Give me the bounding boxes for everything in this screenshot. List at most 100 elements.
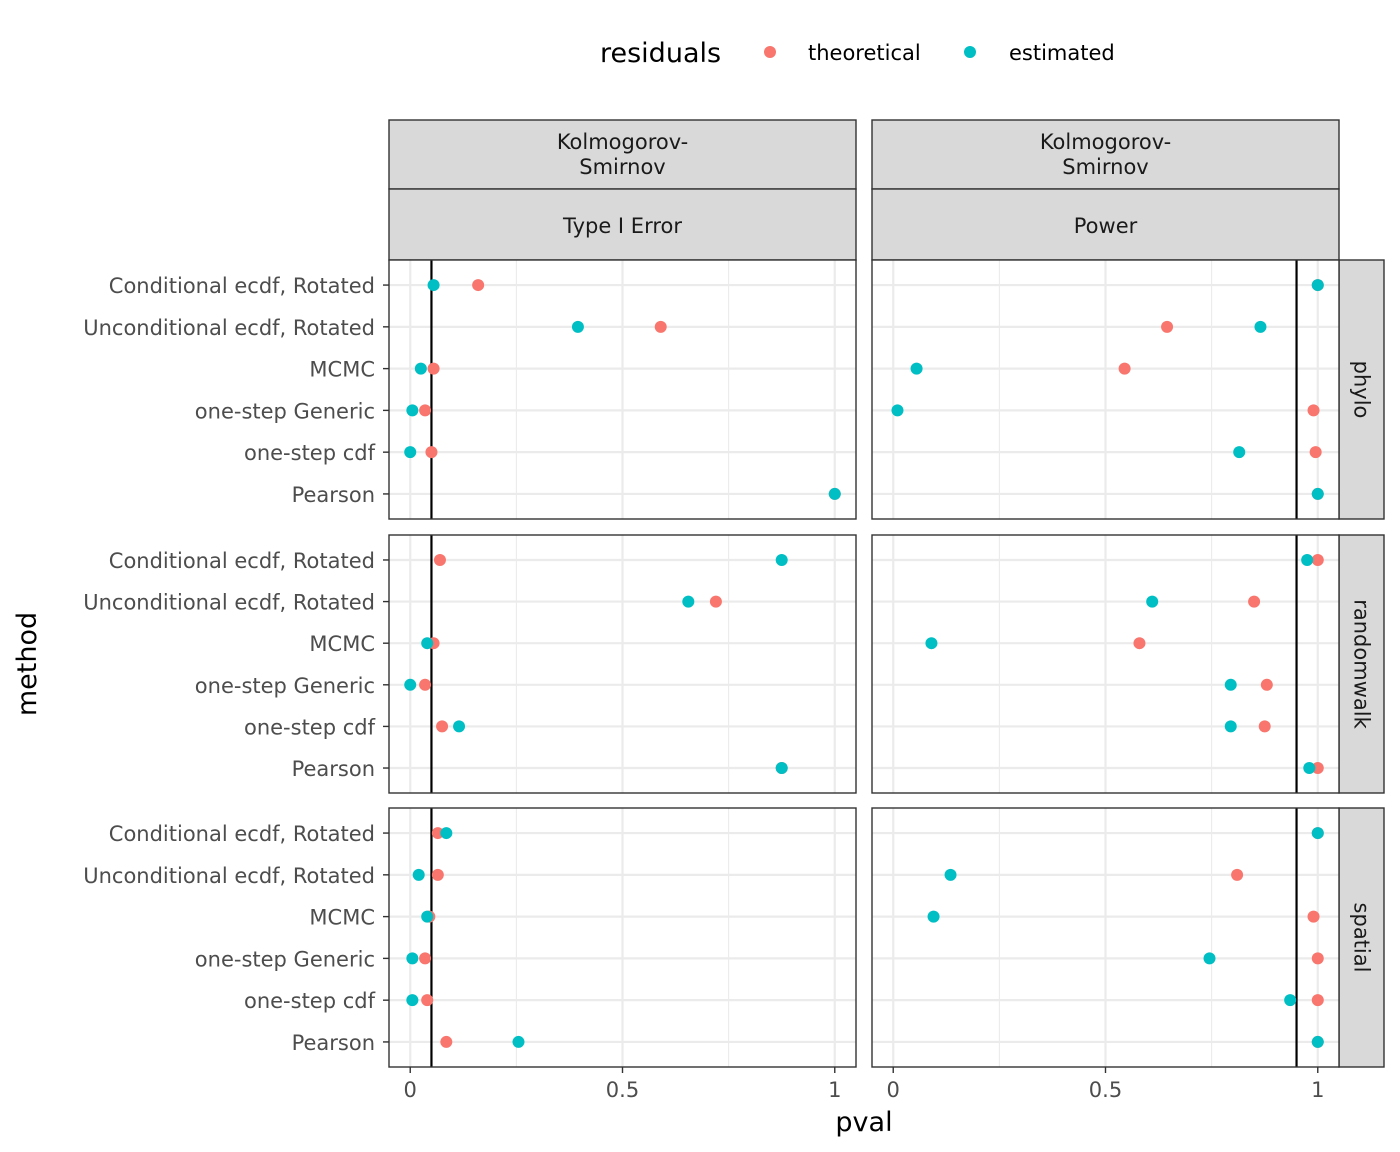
panel-spatial-0 [388, 807, 857, 1068]
point-theoretical [421, 994, 434, 1007]
strip-measure-1 [871, 188, 1340, 261]
x-tick-label: 1 [828, 1078, 841, 1102]
x-axis-title: pval [835, 1107, 892, 1138]
strip-top-label-0-1: Smirnov [579, 155, 665, 179]
y-tick-label: Unconditional ecdf, Rotated [83, 316, 375, 340]
point-theoretical [1311, 994, 1324, 1007]
point-estimated [421, 637, 434, 650]
point-estimated [944, 868, 957, 881]
point-estimated [1303, 762, 1316, 775]
point-estimated [404, 678, 417, 691]
point-estimated [427, 279, 440, 292]
point-estimated [1311, 279, 1324, 292]
point-estimated [927, 910, 940, 923]
point-theoretical [1307, 910, 1320, 923]
strip-row-label-spatial: spatial [1350, 903, 1374, 973]
strip-row-spatial [1338, 807, 1385, 1068]
panel-spatial-1 [871, 807, 1340, 1068]
point-estimated [775, 553, 788, 566]
strip-top-label-0-0: Kolmogorov- [557, 130, 688, 154]
point-estimated [412, 868, 425, 881]
point-estimated [406, 952, 419, 965]
point-estimated [404, 446, 417, 459]
legend: residuals theoretical estimated [600, 38, 1115, 69]
y-tick-label: Conditional ecdf, Rotated [109, 822, 375, 846]
panel-randomwalk-1 [871, 534, 1340, 794]
legend-label-theoretical: theoretical [808, 41, 921, 65]
point-estimated [1311, 487, 1324, 500]
y-axis-title: method [12, 612, 43, 716]
point-theoretical [1231, 868, 1244, 881]
strip-measure-label-1: Power [1074, 214, 1138, 238]
point-estimated [775, 762, 788, 775]
point-theoretical [431, 827, 444, 840]
strip-row-label-phylo: phylo [1350, 361, 1374, 419]
point-estimated [828, 487, 841, 500]
point-theoretical [1118, 362, 1131, 375]
y-tick-label: one-step Generic [195, 947, 375, 971]
point-estimated [1311, 827, 1324, 840]
legend-label-estimated: estimated [1009, 41, 1115, 65]
panel-border [871, 534, 1340, 794]
point-theoretical [1311, 762, 1324, 775]
point-theoretical [1161, 320, 1174, 333]
legend-title: residuals [600, 38, 721, 69]
strip-measure-label-0: Type I Error [562, 214, 682, 238]
strip-measure-0 [388, 188, 857, 261]
point-theoretical [709, 595, 722, 608]
panel-randomwalk-0 [388, 534, 857, 794]
point-theoretical [1260, 678, 1273, 691]
point-theoretical [425, 446, 438, 459]
y-tick-label: Unconditional ecdf, Rotated [83, 591, 375, 615]
point-estimated [1233, 446, 1246, 459]
y-tick-label: Pearson [292, 757, 375, 781]
strip-row-label-randomwalk: randomwalk [1350, 599, 1374, 729]
y-tick-label: one-step cdf [244, 989, 376, 1013]
point-estimated [1284, 994, 1297, 1007]
point-estimated [571, 320, 584, 333]
point-theoretical [1307, 404, 1320, 417]
strip-top-0 [388, 119, 857, 190]
strip-top-label-1-0: Kolmogorov- [1040, 130, 1171, 154]
point-theoretical [1311, 952, 1324, 965]
y-tick-label: MCMC [309, 358, 375, 382]
y-tick-label: MCMC [309, 906, 375, 930]
y-tick-label: Conditional ecdf, Rotated [109, 549, 375, 573]
point-theoretical [431, 868, 444, 881]
point-estimated [406, 404, 419, 417]
point-theoretical [419, 678, 432, 691]
point-estimated [1224, 678, 1237, 691]
strip-top-label-1-1: Smirnov [1062, 155, 1148, 179]
point-theoretical [1311, 553, 1324, 566]
y-tick-label: Pearson [292, 1031, 375, 1055]
y-tick-label: one-step cdf [244, 715, 376, 739]
y-tick-label: Pearson [292, 483, 375, 507]
point-theoretical [1133, 637, 1146, 650]
y-tick-label: Unconditional ecdf, Rotated [83, 864, 375, 888]
point-estimated [440, 827, 453, 840]
point-estimated [1254, 320, 1267, 333]
y-tick-label: MCMC [309, 632, 375, 656]
panel-border [388, 259, 857, 520]
point-estimated [453, 720, 466, 733]
y-tick-label: one-step cdf [244, 441, 376, 465]
x-tick-label: 0.5 [1089, 1078, 1122, 1102]
legend-marker-theoretical [764, 46, 776, 58]
panel-phylo-0 [388, 259, 857, 520]
point-theoretical [436, 720, 449, 733]
point-estimated [414, 362, 427, 375]
point-theoretical [433, 553, 446, 566]
point-theoretical [440, 1035, 453, 1048]
point-estimated [682, 595, 695, 608]
point-estimated [1146, 595, 1159, 608]
y-tick-label: one-step Generic [195, 399, 375, 423]
point-theoretical [419, 952, 432, 965]
point-theoretical [1248, 595, 1261, 608]
point-estimated [406, 994, 419, 1007]
point-estimated [1224, 720, 1237, 733]
panel-border [388, 534, 857, 794]
x-tick-label: 0 [887, 1078, 900, 1102]
panel-border [871, 259, 1340, 520]
